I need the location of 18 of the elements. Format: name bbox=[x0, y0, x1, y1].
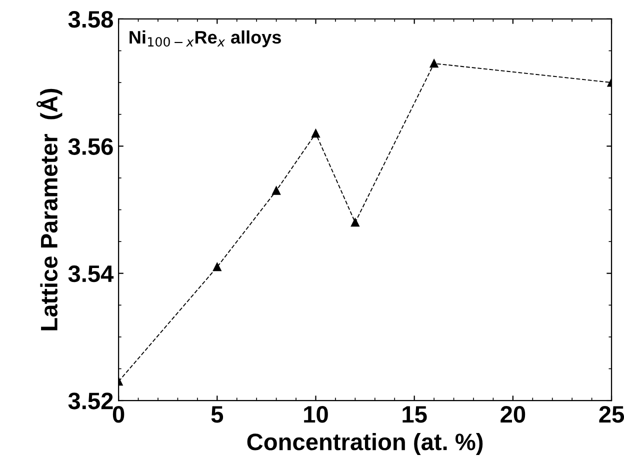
x-axis-title: Concentration (at. %) bbox=[247, 432, 483, 455]
x-tick-label: 5 bbox=[211, 406, 224, 423]
y-tick-label: 3.52 bbox=[68, 392, 113, 410]
x-tick-label: 0 bbox=[112, 406, 124, 423]
y-tick-label: 3.56 bbox=[68, 138, 113, 155]
y-axis-title: Lattice Parameter (Å) bbox=[36, 88, 62, 330]
point bbox=[272, 186, 280, 195]
point bbox=[351, 218, 360, 227]
point bbox=[312, 129, 320, 138]
point bbox=[212, 262, 222, 272]
point bbox=[430, 59, 438, 68]
y-tick-label: 3.58 bbox=[68, 11, 113, 28]
x-tick-label: 25 bbox=[599, 406, 624, 423]
annotation: Ni$_{100−x}$Re$_{x}$ alloys bbox=[130, 30, 281, 48]
x-tick-label: 15 bbox=[402, 406, 427, 423]
x-tick-label: 20 bbox=[500, 406, 526, 423]
x-tick-label: 10 bbox=[304, 406, 328, 423]
y-tick-label: 3.54 bbox=[68, 265, 114, 282]
